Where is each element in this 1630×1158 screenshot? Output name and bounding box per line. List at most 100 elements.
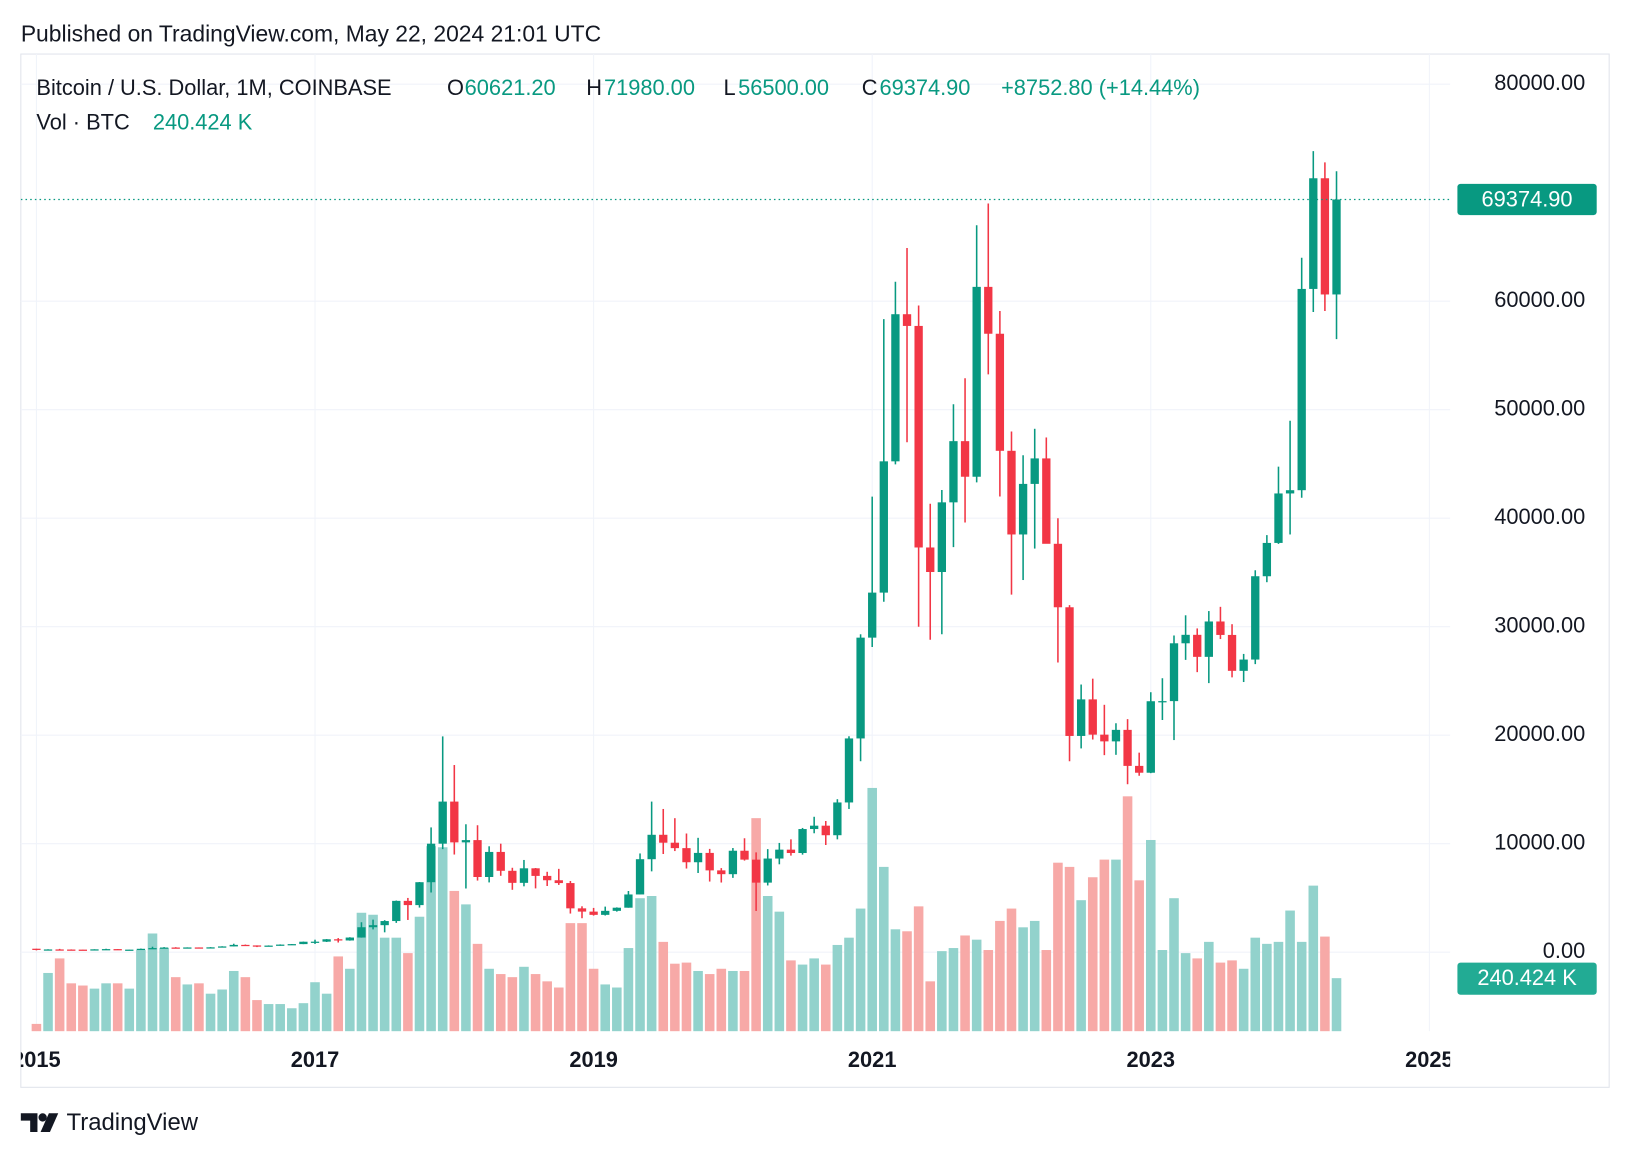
volume-bar bbox=[519, 966, 529, 1032]
volume-bar bbox=[1331, 978, 1342, 1032]
volume-bar bbox=[472, 943, 483, 1032]
candle-body bbox=[1285, 490, 1295, 494]
volume-bar bbox=[728, 970, 738, 1032]
volume-bar bbox=[101, 983, 111, 1032]
volume-bar bbox=[1238, 968, 1249, 1032]
logo-slash bbox=[40, 1113, 59, 1133]
volume-bar bbox=[263, 1004, 274, 1032]
volume-bar bbox=[786, 960, 796, 1032]
candle-body bbox=[670, 842, 680, 849]
candle-body bbox=[1297, 288, 1306, 491]
volume-bar bbox=[937, 951, 947, 1032]
candle-body bbox=[310, 941, 320, 943]
volume-bar bbox=[1157, 950, 1168, 1032]
candle-body bbox=[357, 927, 366, 938]
logo-dot bbox=[38, 1113, 47, 1122]
open-key: O bbox=[447, 75, 464, 100]
candle-body bbox=[1018, 483, 1028, 535]
candle-body bbox=[403, 900, 413, 906]
candle-body bbox=[1169, 643, 1179, 702]
candle-body bbox=[728, 850, 738, 875]
candle-body bbox=[136, 948, 146, 951]
last-volume-label: 240.424 K bbox=[1477, 965, 1577, 990]
volume-bar bbox=[287, 1008, 297, 1032]
candle-body bbox=[844, 738, 854, 803]
candle-body bbox=[473, 840, 482, 877]
candle-body bbox=[1332, 199, 1341, 295]
volume-bar bbox=[1018, 927, 1028, 1032]
candle-body bbox=[217, 946, 227, 948]
candle-body bbox=[334, 939, 343, 941]
candle-body bbox=[1251, 576, 1260, 660]
volume-bar bbox=[89, 988, 100, 1032]
volume-bar bbox=[194, 983, 204, 1032]
volume-bar bbox=[1087, 877, 1098, 1032]
symbol-title: Bitcoin / U.S. Dollar, 1M, COINBASE bbox=[36, 75, 391, 100]
candle-body bbox=[786, 849, 796, 854]
candle-body bbox=[264, 945, 273, 947]
volume-bar bbox=[437, 847, 448, 1032]
volume-bar bbox=[913, 906, 924, 1032]
volume-bar bbox=[333, 956, 344, 1032]
volume-bar bbox=[31, 1023, 42, 1032]
volume-bar bbox=[240, 977, 251, 1032]
candle-body bbox=[833, 802, 842, 836]
candle-body bbox=[1146, 701, 1155, 773]
candle-body bbox=[426, 843, 436, 883]
low-key: L bbox=[724, 75, 736, 100]
high-value: 71980.00 bbox=[604, 75, 695, 100]
candle-body bbox=[601, 910, 610, 915]
volume-bar bbox=[1122, 796, 1133, 1032]
y-tick-label: 40000.00 bbox=[1494, 504, 1585, 529]
brand-name: TradingView bbox=[67, 1109, 199, 1136]
volume-bar bbox=[368, 914, 378, 1032]
candle-body bbox=[879, 461, 888, 593]
candle-body bbox=[984, 286, 993, 334]
candle-body bbox=[635, 859, 645, 895]
candle-body bbox=[1030, 458, 1039, 484]
candle-body bbox=[276, 944, 285, 946]
low-value: 56500.00 bbox=[738, 75, 829, 100]
volume-bar bbox=[820, 964, 831, 1032]
candle-body bbox=[496, 851, 505, 871]
candle-body bbox=[171, 947, 180, 949]
volume-bar bbox=[751, 818, 761, 1032]
candle-body bbox=[1135, 765, 1144, 773]
candle-body bbox=[1274, 493, 1283, 543]
price-pane bbox=[20, 151, 1451, 951]
volume-bar bbox=[1204, 941, 1214, 1032]
candle-body bbox=[1007, 450, 1016, 535]
candle-body bbox=[380, 921, 389, 926]
candle-body bbox=[612, 907, 621, 911]
candle-body bbox=[647, 834, 656, 860]
volume-bar bbox=[275, 1004, 285, 1032]
volume-bar bbox=[54, 958, 65, 1032]
candle-body bbox=[438, 801, 447, 844]
volume-bar bbox=[925, 981, 936, 1032]
x-tick-label: 2017 bbox=[291, 1047, 340, 1072]
candle-body bbox=[206, 947, 215, 949]
candle-body bbox=[287, 944, 296, 946]
volume-bar bbox=[136, 950, 146, 1032]
volume-bar bbox=[66, 983, 77, 1032]
volume-bar bbox=[1006, 908, 1017, 1032]
candle-body bbox=[914, 325, 923, 548]
candle-body bbox=[995, 333, 1005, 451]
volume-pane bbox=[31, 787, 1342, 1032]
high-key: H bbox=[586, 75, 602, 100]
candle-body bbox=[705, 852, 714, 871]
x-tick-label: 2019 bbox=[569, 1047, 618, 1072]
volume-bar bbox=[704, 974, 715, 1032]
volume-bar bbox=[658, 941, 669, 1032]
volume-bar bbox=[971, 939, 982, 1032]
last-price-label: 69374.90 bbox=[1482, 186, 1573, 211]
candle-body bbox=[1181, 634, 1190, 644]
candle-body bbox=[937, 502, 947, 573]
candle-body bbox=[484, 851, 494, 877]
candle-body bbox=[194, 947, 204, 949]
candle-body bbox=[717, 870, 726, 875]
candle-body bbox=[821, 825, 830, 836]
candle-body bbox=[450, 801, 459, 843]
volume-bar bbox=[1064, 866, 1075, 1032]
